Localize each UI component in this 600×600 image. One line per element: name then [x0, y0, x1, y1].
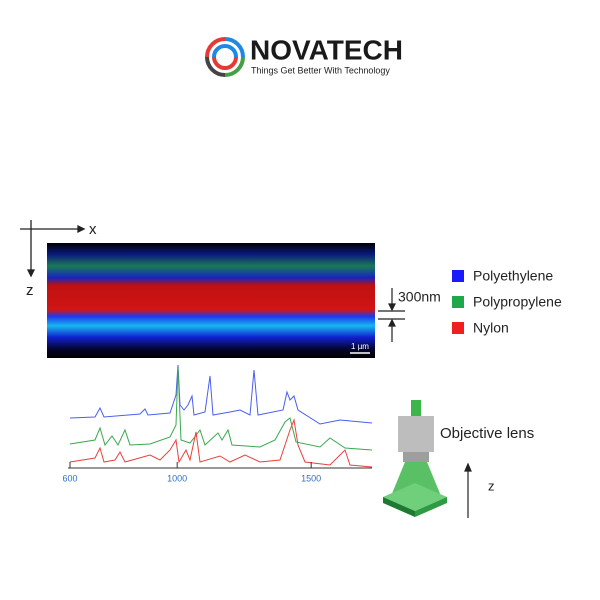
scale-bar-label: 1 µm — [351, 342, 369, 351]
image-axes — [20, 220, 86, 278]
logo-mark — [205, 37, 245, 77]
lens-label: Objective lens — [440, 425, 534, 442]
thickness-label: 300nm — [398, 289, 441, 305]
legend-label: Polypropylene — [473, 294, 562, 310]
legend: Polyethylene Polypropylene Nylon — [452, 268, 562, 336]
x-tick-label: 600 — [62, 473, 77, 483]
tagline: Things Get Better With Technology — [251, 65, 390, 75]
x-tick-label: 1000 — [167, 473, 187, 483]
legend-swatch — [452, 270, 464, 282]
legend-swatch — [452, 322, 464, 334]
objective-lens — [383, 400, 447, 517]
z-arrow — [464, 462, 472, 518]
brand: NOVATECH — [250, 34, 403, 65]
legend-label: Nylon — [473, 320, 509, 336]
x-ticks: 600 1000 1500 — [62, 462, 321, 483]
microscopy-image — [47, 243, 375, 358]
legend-swatch — [452, 296, 464, 308]
spectra — [69, 364, 373, 468]
z-axis-label: z — [26, 282, 34, 299]
x-axis-label: x — [89, 221, 97, 238]
x-tick-label: 1500 — [301, 473, 321, 483]
legend-label: Polyethylene — [473, 268, 553, 284]
thickness-marker — [378, 288, 405, 342]
lens-axis-label: z — [488, 478, 495, 493]
